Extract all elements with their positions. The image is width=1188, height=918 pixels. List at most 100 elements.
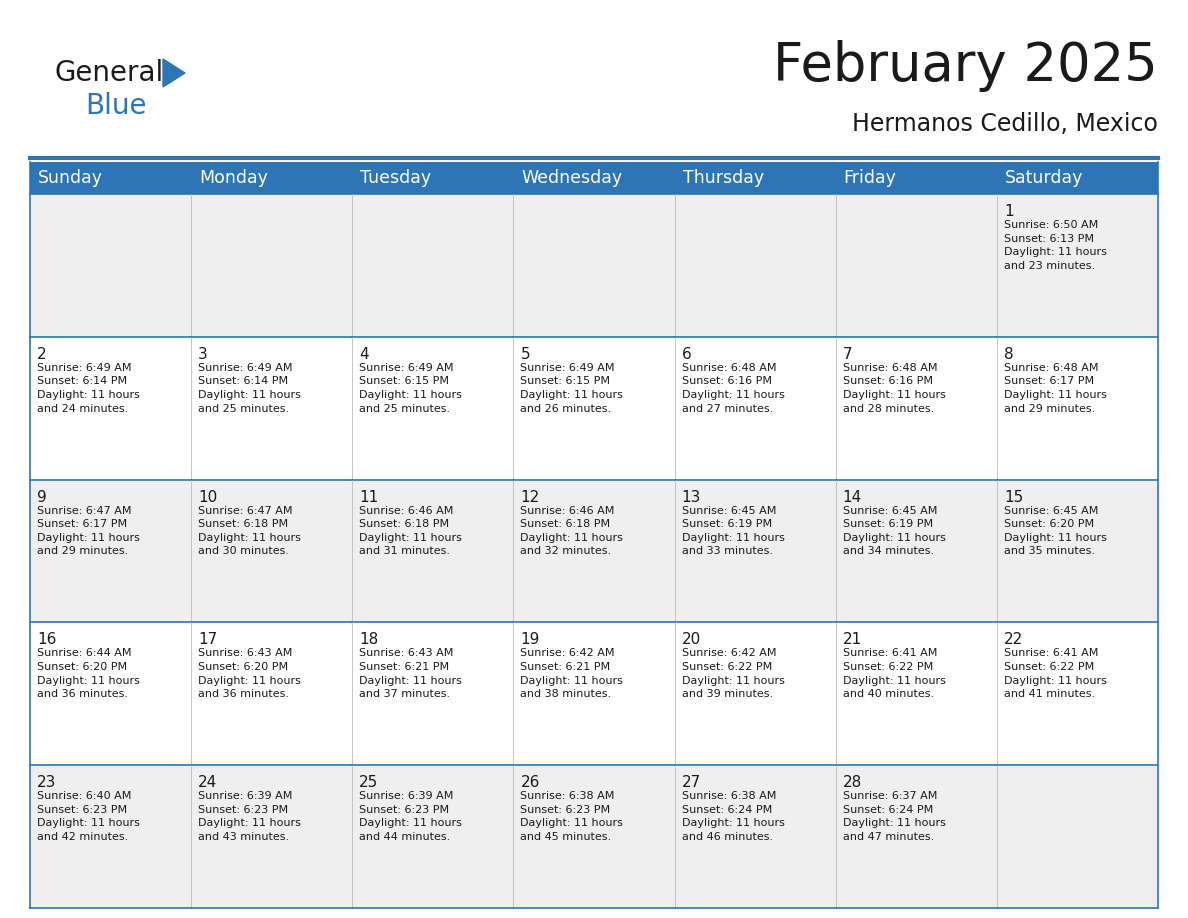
Text: 11: 11	[359, 489, 379, 505]
Text: 28: 28	[842, 775, 862, 790]
Bar	[30, 162, 191, 194]
Bar	[675, 194, 835, 337]
Text: 9: 9	[37, 489, 46, 505]
Text: General: General	[55, 59, 164, 87]
Text: Wednesday: Wednesday	[522, 169, 623, 187]
Bar	[513, 162, 675, 194]
Text: Sunrise: 6:41 AM
Sunset: 6:22 PM
Daylight: 11 hours
and 41 minutes.: Sunrise: 6:41 AM Sunset: 6:22 PM Dayligh…	[1004, 648, 1107, 700]
Text: 15: 15	[1004, 489, 1023, 505]
Text: Sunrise: 6:40 AM
Sunset: 6:23 PM
Daylight: 11 hours
and 42 minutes.: Sunrise: 6:40 AM Sunset: 6:23 PM Dayligh…	[37, 791, 140, 842]
Text: 12: 12	[520, 489, 539, 505]
Text: Sunrise: 6:39 AM
Sunset: 6:23 PM
Daylight: 11 hours
and 43 minutes.: Sunrise: 6:39 AM Sunset: 6:23 PM Dayligh…	[198, 791, 301, 842]
Bar	[191, 194, 353, 337]
Text: Sunrise: 6:45 AM
Sunset: 6:19 PM
Daylight: 11 hours
and 34 minutes.: Sunrise: 6:45 AM Sunset: 6:19 PM Dayligh…	[842, 506, 946, 556]
Bar	[835, 162, 997, 194]
Bar	[675, 337, 835, 479]
Text: Monday: Monday	[200, 169, 268, 187]
Text: 17: 17	[198, 633, 217, 647]
Text: 24: 24	[198, 775, 217, 790]
Bar	[513, 337, 675, 479]
Text: 13: 13	[682, 489, 701, 505]
Text: Sunrise: 6:42 AM
Sunset: 6:22 PM
Daylight: 11 hours
and 39 minutes.: Sunrise: 6:42 AM Sunset: 6:22 PM Dayligh…	[682, 648, 784, 700]
Text: Thursday: Thursday	[683, 169, 764, 187]
Text: 27: 27	[682, 775, 701, 790]
Bar	[353, 766, 513, 908]
Text: Blue: Blue	[86, 92, 146, 120]
Text: 22: 22	[1004, 633, 1023, 647]
Bar	[997, 766, 1158, 908]
Polygon shape	[163, 59, 185, 87]
Text: Sunrise: 6:49 AM
Sunset: 6:14 PM
Daylight: 11 hours
and 25 minutes.: Sunrise: 6:49 AM Sunset: 6:14 PM Dayligh…	[198, 363, 301, 414]
Text: Sunrise: 6:49 AM
Sunset: 6:14 PM
Daylight: 11 hours
and 24 minutes.: Sunrise: 6:49 AM Sunset: 6:14 PM Dayligh…	[37, 363, 140, 414]
Text: 10: 10	[198, 489, 217, 505]
Text: 1: 1	[1004, 204, 1013, 219]
Bar	[353, 337, 513, 479]
Text: Sunrise: 6:45 AM
Sunset: 6:19 PM
Daylight: 11 hours
and 33 minutes.: Sunrise: 6:45 AM Sunset: 6:19 PM Dayligh…	[682, 506, 784, 556]
Bar	[997, 622, 1158, 766]
Text: Sunrise: 6:39 AM
Sunset: 6:23 PM
Daylight: 11 hours
and 44 minutes.: Sunrise: 6:39 AM Sunset: 6:23 PM Dayligh…	[359, 791, 462, 842]
Text: Sunrise: 6:44 AM
Sunset: 6:20 PM
Daylight: 11 hours
and 36 minutes.: Sunrise: 6:44 AM Sunset: 6:20 PM Dayligh…	[37, 648, 140, 700]
Bar	[997, 162, 1158, 194]
Text: 21: 21	[842, 633, 862, 647]
Bar	[675, 622, 835, 766]
Text: Sunrise: 6:46 AM
Sunset: 6:18 PM
Daylight: 11 hours
and 32 minutes.: Sunrise: 6:46 AM Sunset: 6:18 PM Dayligh…	[520, 506, 624, 556]
Text: Sunrise: 6:47 AM
Sunset: 6:18 PM
Daylight: 11 hours
and 30 minutes.: Sunrise: 6:47 AM Sunset: 6:18 PM Dayligh…	[198, 506, 301, 556]
Bar	[835, 479, 997, 622]
Text: 3: 3	[198, 347, 208, 362]
Bar	[191, 479, 353, 622]
Text: 14: 14	[842, 489, 862, 505]
Text: Friday: Friday	[843, 169, 897, 187]
Bar	[191, 337, 353, 479]
Bar	[353, 479, 513, 622]
Text: Sunrise: 6:48 AM
Sunset: 6:16 PM
Daylight: 11 hours
and 27 minutes.: Sunrise: 6:48 AM Sunset: 6:16 PM Dayligh…	[682, 363, 784, 414]
Text: 23: 23	[37, 775, 56, 790]
Text: Sunrise: 6:37 AM
Sunset: 6:24 PM
Daylight: 11 hours
and 47 minutes.: Sunrise: 6:37 AM Sunset: 6:24 PM Dayligh…	[842, 791, 946, 842]
Text: Sunrise: 6:50 AM
Sunset: 6:13 PM
Daylight: 11 hours
and 23 minutes.: Sunrise: 6:50 AM Sunset: 6:13 PM Dayligh…	[1004, 220, 1107, 271]
Bar	[675, 162, 835, 194]
Text: Hermanos Cedillo, Mexico: Hermanos Cedillo, Mexico	[852, 112, 1158, 136]
Bar	[675, 479, 835, 622]
Bar	[513, 479, 675, 622]
Text: 20: 20	[682, 633, 701, 647]
Bar	[30, 337, 191, 479]
Text: 2: 2	[37, 347, 46, 362]
Bar	[835, 622, 997, 766]
Text: 26: 26	[520, 775, 539, 790]
Text: Sunrise: 6:41 AM
Sunset: 6:22 PM
Daylight: 11 hours
and 40 minutes.: Sunrise: 6:41 AM Sunset: 6:22 PM Dayligh…	[842, 648, 946, 700]
Bar	[30, 479, 191, 622]
Text: 18: 18	[359, 633, 379, 647]
Text: Sunrise: 6:38 AM
Sunset: 6:23 PM
Daylight: 11 hours
and 45 minutes.: Sunrise: 6:38 AM Sunset: 6:23 PM Dayligh…	[520, 791, 624, 842]
Text: 19: 19	[520, 633, 539, 647]
Text: Sunrise: 6:48 AM
Sunset: 6:17 PM
Daylight: 11 hours
and 29 minutes.: Sunrise: 6:48 AM Sunset: 6:17 PM Dayligh…	[1004, 363, 1107, 414]
Bar	[30, 194, 191, 337]
Text: Sunrise: 6:43 AM
Sunset: 6:21 PM
Daylight: 11 hours
and 37 minutes.: Sunrise: 6:43 AM Sunset: 6:21 PM Dayligh…	[359, 648, 462, 700]
Bar	[30, 622, 191, 766]
Bar	[353, 162, 513, 194]
Text: Saturday: Saturday	[1005, 169, 1083, 187]
Bar	[835, 194, 997, 337]
Text: 25: 25	[359, 775, 379, 790]
Text: Tuesday: Tuesday	[360, 169, 431, 187]
Bar	[513, 766, 675, 908]
Bar	[997, 337, 1158, 479]
Text: Sunrise: 6:47 AM
Sunset: 6:17 PM
Daylight: 11 hours
and 29 minutes.: Sunrise: 6:47 AM Sunset: 6:17 PM Dayligh…	[37, 506, 140, 556]
Text: February 2025: February 2025	[773, 40, 1158, 92]
Text: 7: 7	[842, 347, 852, 362]
Bar	[513, 622, 675, 766]
Text: Sunrise: 6:38 AM
Sunset: 6:24 PM
Daylight: 11 hours
and 46 minutes.: Sunrise: 6:38 AM Sunset: 6:24 PM Dayligh…	[682, 791, 784, 842]
Text: Sunrise: 6:49 AM
Sunset: 6:15 PM
Daylight: 11 hours
and 26 minutes.: Sunrise: 6:49 AM Sunset: 6:15 PM Dayligh…	[520, 363, 624, 414]
Bar	[353, 194, 513, 337]
Text: Sunrise: 6:45 AM
Sunset: 6:20 PM
Daylight: 11 hours
and 35 minutes.: Sunrise: 6:45 AM Sunset: 6:20 PM Dayligh…	[1004, 506, 1107, 556]
Bar	[191, 162, 353, 194]
Text: Sunrise: 6:42 AM
Sunset: 6:21 PM
Daylight: 11 hours
and 38 minutes.: Sunrise: 6:42 AM Sunset: 6:21 PM Dayligh…	[520, 648, 624, 700]
Text: Sunrise: 6:43 AM
Sunset: 6:20 PM
Daylight: 11 hours
and 36 minutes.: Sunrise: 6:43 AM Sunset: 6:20 PM Dayligh…	[198, 648, 301, 700]
Bar	[191, 622, 353, 766]
Text: Sunrise: 6:46 AM
Sunset: 6:18 PM
Daylight: 11 hours
and 31 minutes.: Sunrise: 6:46 AM Sunset: 6:18 PM Dayligh…	[359, 506, 462, 556]
Text: Sunrise: 6:49 AM
Sunset: 6:15 PM
Daylight: 11 hours
and 25 minutes.: Sunrise: 6:49 AM Sunset: 6:15 PM Dayligh…	[359, 363, 462, 414]
Text: 5: 5	[520, 347, 530, 362]
Text: 8: 8	[1004, 347, 1013, 362]
Bar	[191, 766, 353, 908]
Bar	[835, 337, 997, 479]
Bar	[675, 766, 835, 908]
Text: Sunday: Sunday	[38, 169, 103, 187]
